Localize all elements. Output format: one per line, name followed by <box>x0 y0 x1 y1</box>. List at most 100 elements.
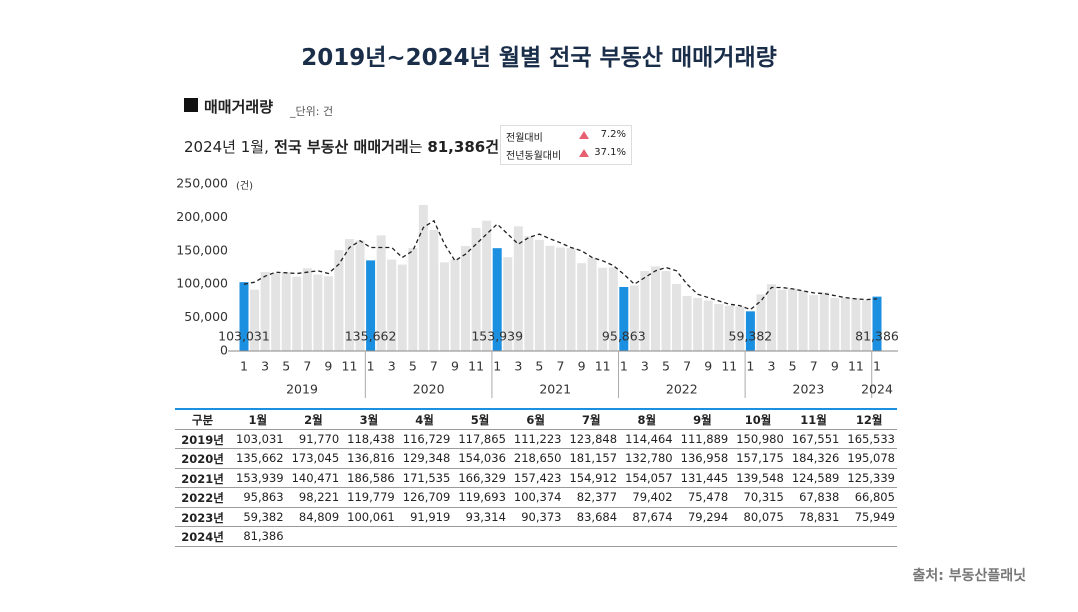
bar <box>492 248 502 351</box>
x-tick-label: 11 <box>721 359 737 374</box>
bar <box>313 274 323 351</box>
bar <box>629 285 639 351</box>
change-marker <box>579 149 589 157</box>
bar <box>250 289 260 351</box>
table-cell: 75,949 <box>854 509 895 524</box>
bar <box>608 267 618 351</box>
change-box: 전월대비 7.2% 전년동월대비 37.1% <box>500 125 632 165</box>
table-row: 2022년 95,863 98,221 119,779 126,709 119,693 10… <box>175 488 897 508</box>
table-cell: 129,348 <box>402 451 451 465</box>
x-tick-label: 7 <box>303 359 311 374</box>
x-tick-label: 11 <box>342 359 358 374</box>
title: 2019년~2024년 월별 전국 부동산 매매거래량 <box>301 45 777 71</box>
table-cell: 140,471 <box>291 470 340 485</box>
x-tick-label: 7 <box>810 359 818 374</box>
bar <box>661 271 671 351</box>
change-label: 전월대비 <box>506 133 543 144</box>
bar <box>598 267 608 351</box>
chart: 0 50,000 100,000 150,000 200,000 250,000 (건) 10… <box>176 176 899 398</box>
bar <box>861 300 871 351</box>
bar <box>355 240 365 351</box>
table-cell: 154,036 <box>458 451 506 465</box>
table-cell: 165,533 <box>847 431 895 446</box>
table-cell: 186,586 <box>347 470 395 485</box>
data-table: 구분 1월 2월 3월 4월 5월 6월 7월 8월 9월 10월 11월 12월 2019년 103,03… <box>175 408 897 547</box>
bar <box>461 246 471 351</box>
table-cell: 131,445 <box>680 470 729 485</box>
table-cell: 79,402 <box>632 490 673 504</box>
table-cell: 111,223 <box>513 431 562 446</box>
value-label: 103,031 <box>218 329 270 344</box>
bar <box>418 204 428 351</box>
bar <box>745 311 755 351</box>
table-cell: 135,662 <box>236 451 284 465</box>
source: 출처: 부동산플래닛 <box>912 568 1026 584</box>
summary-part: 2024년 1월, <box>184 138 269 156</box>
summary: 2024년 1월, 전국 부동산 매매거래는 81,386건 <box>184 136 499 157</box>
x-tick-label: 5 <box>662 359 670 374</box>
year-label: 2022 <box>666 382 698 397</box>
bar <box>587 257 597 351</box>
table-cell: 117,865 <box>458 431 506 446</box>
x-tick-label: 5 <box>409 359 417 374</box>
table-row: 2023년 59,382 84,809 100,061 91,919 93,314 90,3… <box>175 508 897 527</box>
bar <box>703 300 713 351</box>
x-tick-label: 3 <box>388 359 396 374</box>
table-cell: 136,816 <box>347 451 395 465</box>
year-label: 2024 <box>861 382 893 397</box>
bar <box>302 268 312 351</box>
table-cell: 100,374 <box>513 490 562 504</box>
bar <box>819 292 829 351</box>
x-tick-label: 5 <box>789 359 797 374</box>
table-cell: 119,693 <box>458 490 506 504</box>
table-cell: 132,780 <box>625 451 673 465</box>
subtitle: 매매거래량 <box>204 98 274 116</box>
year-label: 2021 <box>539 382 571 397</box>
x-tick-label: 3 <box>514 359 522 374</box>
table-cell: 167,551 <box>791 431 840 446</box>
table-cell: 8월 <box>637 413 657 427</box>
table-cell: 181,157 <box>569 451 618 465</box>
bar <box>724 305 734 351</box>
change-value: 37.1% <box>594 147 626 158</box>
bar <box>397 264 407 351</box>
table-cell: 5월 <box>470 413 490 427</box>
y-tick-label: 150,000 <box>176 242 228 257</box>
table-row: 2024년 81,386 <box>175 527 897 547</box>
bar <box>809 295 819 351</box>
bar <box>366 260 376 351</box>
y-tick-label: 200,000 <box>176 209 228 224</box>
summary-part: 전국 부동산 매매거래 <box>268 138 409 156</box>
table-cell: 75,478 <box>687 490 729 504</box>
table-cell: 87,674 <box>632 509 673 524</box>
bar <box>513 226 523 351</box>
summary-part: 는 <box>408 138 428 156</box>
x-tick-label: 1 <box>493 359 501 374</box>
table-cell: 2019년 <box>181 432 224 447</box>
bar <box>872 296 882 351</box>
table-cell: 136,958 <box>680 451 729 465</box>
bar <box>239 282 249 351</box>
year-label: 2019 <box>286 382 318 397</box>
bar <box>345 239 354 351</box>
table-cell: 12월 <box>855 413 883 427</box>
bar <box>471 227 481 351</box>
bar <box>292 276 302 351</box>
table-cell: 9월 <box>693 413 712 427</box>
table-cell: 66,805 <box>854 490 895 504</box>
table-cell: 84,809 <box>298 509 340 524</box>
table-cell: 11월 <box>800 413 827 427</box>
table-cell: 95,863 <box>243 490 284 504</box>
summary-part: 81,386건 <box>427 138 499 156</box>
table-cell: 79,294 <box>687 509 729 524</box>
table-cell: 111,889 <box>680 431 729 446</box>
table-cell: 114,464 <box>625 431 673 446</box>
year-label: 2023 <box>793 382 825 397</box>
x-tick-label: 1 <box>873 359 881 374</box>
x-tick-label: 5 <box>282 359 290 374</box>
y-unit: (건) <box>236 180 253 192</box>
bar <box>735 306 745 351</box>
table-cell: 70,315 <box>743 490 784 504</box>
table-cell: 103,031 <box>236 431 284 446</box>
